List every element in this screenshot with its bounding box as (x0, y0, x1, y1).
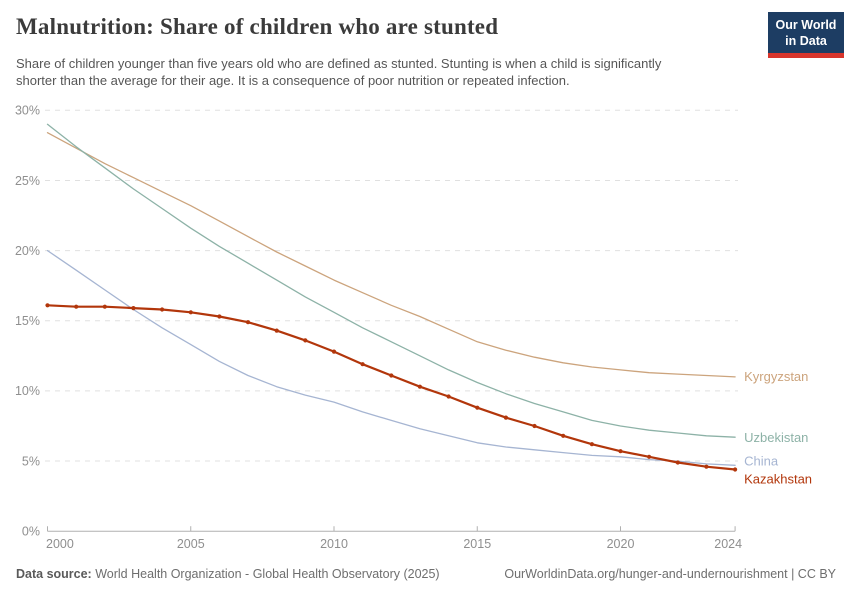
series-marker-kazakhstan (589, 442, 595, 447)
series-marker-kazakhstan (102, 304, 107, 309)
series-line-china[interactable] (46, 249, 736, 466)
series-marker-kazakhstan (160, 307, 165, 312)
series-marker-kazakhstan (389, 373, 394, 378)
series-marker-kazakhstan (331, 349, 337, 354)
series-marker-kazakhstan (675, 460, 680, 465)
series-label-kazakhstan[interactable]: Kazakhstan (744, 471, 812, 486)
owid-logo-line1: Our World (775, 18, 837, 32)
series-line-uzbekistan[interactable] (46, 123, 736, 438)
series-marker-kazakhstan (45, 303, 50, 308)
series-marker-kazakhstan (532, 423, 537, 429)
chart-footer: Data source: World Health Organization -… (16, 567, 836, 581)
y-axis-tick-label: 20% (15, 244, 40, 258)
series-marker-kazakhstan (360, 362, 365, 367)
chart-subtitle: Share of children younger than five year… (16, 55, 772, 89)
data-source-label: Data source: (16, 567, 92, 581)
page-title: Malnutrition: Share of children who are … (16, 14, 499, 39)
series-marker-kazakhstan (618, 449, 623, 454)
x-axis-tick-label: 2024 (714, 537, 742, 551)
series-marker-kazakhstan (188, 310, 193, 315)
series-marker-kazakhstan (647, 454, 652, 459)
series-marker-kazakhstan (245, 320, 251, 325)
series-marker-kazakhstan (561, 433, 566, 438)
chart-subtitle-line1: Share of children younger than five year… (16, 56, 662, 71)
series-marker-kazakhstan (417, 384, 422, 389)
y-axis-tick-label: 10% (15, 384, 40, 398)
series-marker-kazakhstan (303, 338, 308, 343)
series-marker-kazakhstan (503, 415, 508, 420)
y-axis-tick-label: 15% (15, 314, 40, 328)
y-axis-tick-label: 5% (22, 454, 40, 468)
series-label-kyrgyzstan[interactable]: Kyrgyzstan (744, 369, 808, 384)
series-marker-kazakhstan (446, 394, 451, 399)
series-marker-kazakhstan (733, 467, 738, 472)
x-axis-tick-label: 2005 (177, 537, 205, 551)
x-axis-tick-label: 2020 (607, 537, 635, 551)
line-chart: 0% 5% 10% 15% 20% 25% 30% 2000 2005 2010 2015 2020 2… (15, 104, 812, 552)
x-axis-tick-label: 2010 (320, 537, 348, 551)
y-axis-tick-label: 30% (15, 104, 40, 118)
y-axis-tick-label: 25% (15, 174, 40, 188)
footer-link[interactable]: OurWorldinData.org/hunger-and-undernouri… (504, 567, 836, 581)
data-source-note: Data source: World Health Organization -… (16, 567, 440, 581)
series-marker-kazakhstan (704, 464, 709, 469)
chart-subtitle-line2: shorter than the average for their age. … (16, 73, 570, 88)
series-marker-kazakhstan (475, 405, 480, 410)
series-marker-kazakhstan (74, 304, 79, 309)
data-source-text: World Health Organization - Global Healt… (95, 567, 440, 581)
y-axis-tick-label: 0% (22, 525, 40, 539)
series-marker-kazakhstan (131, 306, 136, 311)
series-line-kyrgyzstan[interactable] (46, 132, 736, 378)
owid-logo-line2: in Data (785, 34, 827, 48)
series-marker-kazakhstan (217, 314, 222, 319)
series-marker-kazakhstan (274, 328, 279, 333)
owid-logo[interactable]: Our World in Data (768, 12, 844, 58)
series-line-kazakhstan[interactable] (46, 304, 737, 471)
series-label-china[interactable]: China (744, 453, 779, 468)
x-axis-tick-label: 2000 (46, 537, 74, 551)
x-axis-tick-label: 2015 (463, 537, 491, 551)
series-label-uzbekistan[interactable]: Uzbekistan (744, 430, 808, 445)
